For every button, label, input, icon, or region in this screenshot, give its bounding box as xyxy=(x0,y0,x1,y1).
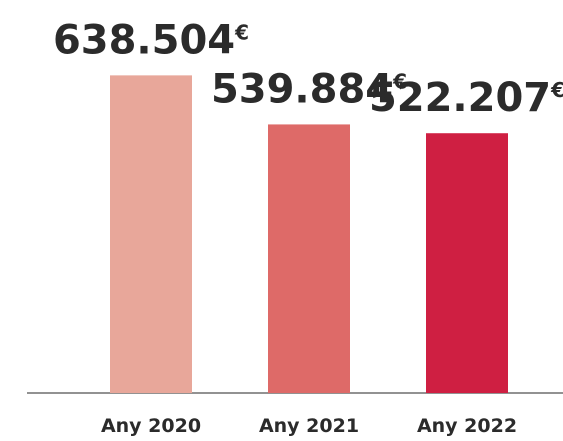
bar-2 xyxy=(268,124,350,393)
value-number: 539.884 xyxy=(211,66,393,112)
category-label-3: Any 2022 xyxy=(417,415,517,437)
category-labels-layer: Any 2020 Any 2021 Any 2022 xyxy=(101,415,517,437)
value-label-1: 638.504€ xyxy=(53,17,249,63)
bars-layer xyxy=(110,75,508,393)
bar-1 xyxy=(110,75,192,393)
value-label-2: 539.884€ xyxy=(211,66,407,112)
value-label-3: 522.207€ xyxy=(369,75,563,121)
value-currency-symbol: € xyxy=(392,69,407,93)
category-label-1: Any 2020 xyxy=(101,415,201,437)
value-currency-symbol: € xyxy=(550,78,563,102)
bar-3 xyxy=(426,133,508,393)
value-number: 522.207 xyxy=(369,75,551,121)
category-label-2: Any 2021 xyxy=(259,415,359,437)
value-labels-layer: 638.504€539.884€522.207€ xyxy=(53,17,563,121)
value-number: 638.504 xyxy=(53,17,235,63)
value-currency-symbol: € xyxy=(234,20,249,44)
